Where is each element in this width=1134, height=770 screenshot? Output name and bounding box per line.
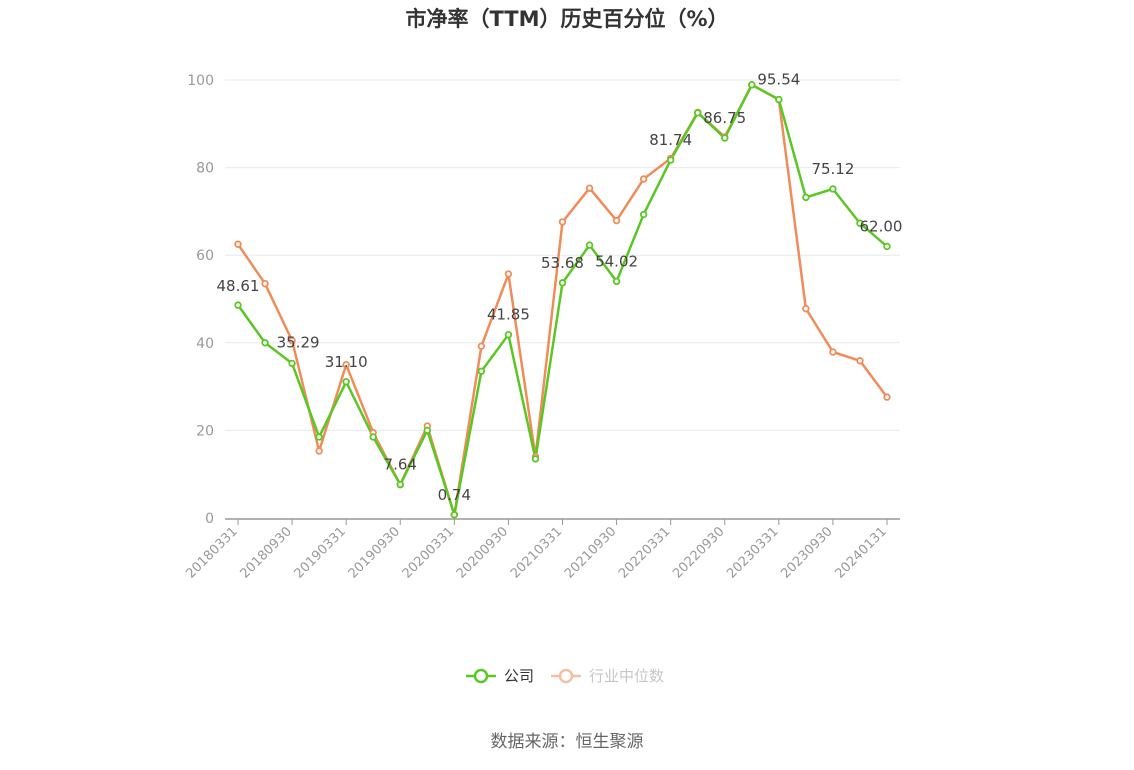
x-tick-label: 20190930: [346, 524, 403, 581]
chart-title: 市净率（TTM）历史百分位（%）: [405, 7, 728, 31]
data-source: 数据来源：恒生聚源: [491, 732, 644, 752]
data-point[interactable]: [829, 185, 837, 193]
data-label: 62.00: [860, 217, 903, 235]
x-tick-label: 20220331: [616, 524, 673, 581]
data-point[interactable]: [342, 361, 350, 369]
data-label: 48.61: [217, 277, 260, 295]
data-point[interactable]: [856, 357, 864, 365]
series-line-1: [236, 83, 889, 517]
x-tick-label: 20180930: [238, 524, 295, 581]
legend-marker: [473, 668, 489, 684]
data-point[interactable]: [531, 455, 540, 463]
x-tick-label: 20240131: [832, 524, 889, 581]
data-point[interactable]: [748, 81, 756, 89]
data-point[interactable]: [288, 336, 296, 345]
data-point[interactable]: [558, 279, 567, 287]
data-label: 41.85: [487, 306, 530, 324]
y-tick-label: 60: [196, 248, 214, 264]
data-point[interactable]: [612, 277, 621, 286]
data-point[interactable]: [504, 330, 513, 339]
x-tick-label: 20200331: [400, 524, 457, 581]
data-point[interactable]: [802, 193, 810, 202]
data-point[interactable]: [612, 216, 621, 225]
series-line-0: [236, 83, 888, 517]
y-tick-label: 100: [187, 73, 214, 89]
data-point[interactable]: [261, 279, 269, 288]
data-point[interactable]: [883, 393, 891, 401]
data-point[interactable]: [694, 109, 702, 117]
series-lines: [236, 83, 889, 517]
data-point[interactable]: [639, 210, 648, 219]
legend-label: 行业中位数: [589, 667, 664, 685]
data-point[interactable]: [423, 426, 431, 435]
data-point[interactable]: [477, 367, 486, 375]
data-point[interactable]: [234, 240, 242, 248]
data-point[interactable]: [666, 156, 675, 164]
data-label: 35.29: [277, 333, 320, 351]
x-tick-label: 20230930: [778, 524, 835, 581]
y-tick-label: 40: [196, 336, 214, 352]
series-points: [234, 81, 891, 519]
legend-item-0[interactable]: 公司: [466, 667, 534, 685]
data-label: 95.54: [757, 71, 800, 89]
x-tick-label: 20230331: [724, 524, 781, 581]
data-point[interactable]: [639, 175, 648, 183]
x-tick-label: 20210930: [562, 524, 619, 581]
data-label: 75.12: [811, 160, 854, 178]
data-labels: 48.61 35.29 31.10 7.64 0.74 41.85 53.68 54.02 81…: [217, 71, 903, 504]
data-label: 54.02: [595, 252, 638, 270]
data-label: 53.68: [541, 254, 584, 272]
data-point[interactable]: [450, 511, 459, 519]
y-axis: 0 20 40 60 80 100: [187, 73, 214, 527]
x-tick-label: 20180331: [183, 524, 240, 581]
x-tick-label: 20200930: [454, 524, 511, 581]
data-point[interactable]: [856, 219, 864, 227]
data-point[interactable]: [261, 339, 269, 347]
data-point[interactable]: [802, 304, 810, 313]
legend[interactable]: 公司 行业中位数: [466, 667, 664, 685]
data-point[interactable]: [315, 433, 323, 441]
data-point[interactable]: [585, 241, 594, 249]
data-point[interactable]: [288, 359, 296, 368]
data-point[interactable]: [477, 342, 486, 351]
data-label: 86.75: [703, 109, 746, 127]
data-label: 81.74: [649, 131, 692, 149]
legend-marker: [558, 668, 574, 684]
x-tick-label: 20220930: [670, 524, 727, 581]
data-point[interactable]: [315, 447, 323, 455]
data-point[interactable]: [585, 184, 594, 192]
y-tick-label: 0: [205, 511, 214, 527]
x-axis: 2018033120180930201903312019093020200331…: [183, 518, 900, 582]
data-point[interactable]: [829, 348, 837, 356]
data-label: 0.74: [438, 486, 471, 504]
x-tick-label: 20190331: [292, 524, 349, 581]
data-point[interactable]: [342, 378, 350, 386]
y-tick-label: 20: [196, 423, 214, 439]
data-point[interactable]: [369, 433, 377, 441]
legend-label: 公司: [504, 667, 534, 685]
data-label: 7.64: [384, 456, 417, 474]
data-point[interactable]: [883, 242, 891, 251]
data-point[interactable]: [558, 218, 567, 226]
data-label: 31.10: [325, 353, 368, 371]
x-tick-label: 20210331: [508, 524, 565, 581]
legend-item-1[interactable]: 行业中位数: [551, 667, 664, 685]
data-point[interactable]: [396, 480, 404, 489]
data-point[interactable]: [775, 95, 783, 104]
data-point[interactable]: [721, 134, 729, 142]
data-point[interactable]: [234, 301, 242, 309]
y-tick-label: 80: [196, 161, 214, 177]
data-point[interactable]: [504, 270, 513, 278]
